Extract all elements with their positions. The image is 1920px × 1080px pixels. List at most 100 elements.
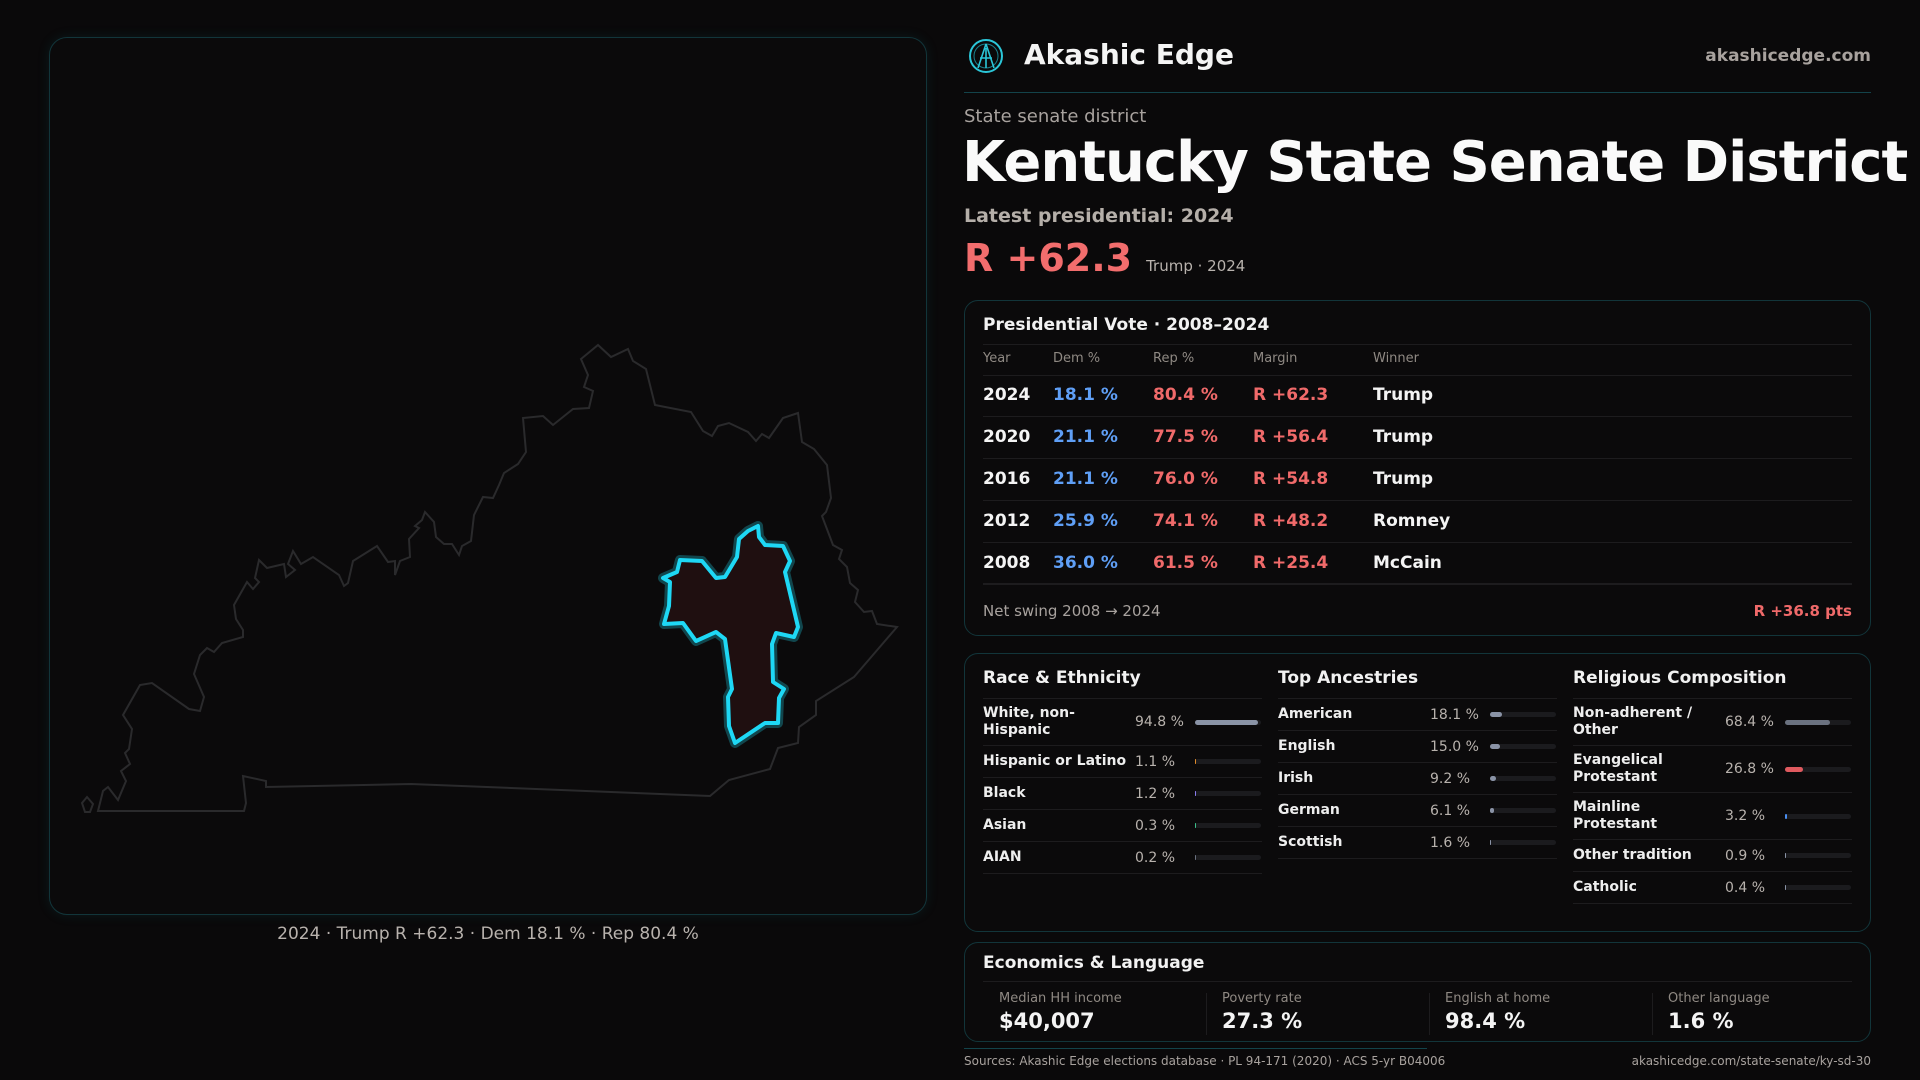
cell-dem-pct: 21.1 % [1053, 469, 1118, 489]
item-bar [1785, 719, 1851, 725]
item-bar [1490, 744, 1556, 749]
list-item: Black 1.2 % [983, 778, 1262, 810]
headline-winner: Trump · 2024 [1146, 257, 1246, 275]
bar-fill [1490, 712, 1502, 717]
column-header: Dem % [1053, 351, 1101, 366]
table-row[interactable]: 2008 36.0 % 61.5 % R +25.4 McCain [965, 553, 1870, 595]
item-name: Mainline Protestant [1573, 799, 1658, 832]
latest-presidential: Latest presidential: 2024 [964, 205, 1234, 227]
cell-margin: R +54.8 [1253, 469, 1329, 489]
item-value: 3.2 % [1725, 808, 1766, 824]
item-value: 15.0 % [1430, 738, 1479, 755]
district-30-shape[interactable] [661, 524, 800, 745]
cell-margin: R +56.4 [1253, 427, 1329, 447]
district-map[interactable] [49, 37, 927, 915]
cell-rep-pct: 80.4 % [1153, 385, 1218, 405]
map-panel[interactable] [49, 37, 927, 915]
site-link[interactable]: akashicedge.com [1705, 46, 1871, 66]
item-bar [1195, 823, 1261, 828]
item-value: 68.4 % [1725, 714, 1774, 730]
table-row[interactable]: 2016 21.1 % 76.0 % R +54.8 Trump [965, 469, 1870, 511]
item-name: Hispanic or Latino [983, 753, 1127, 769]
item-value: 1.6 % [1430, 834, 1471, 851]
panel-title: Presidential Vote · 2008–2024 [983, 315, 1270, 335]
cell-winner: Trump [1373, 385, 1434, 405]
demographics-column: Religious Composition Non-adherent / Othe… [1573, 654, 1852, 931]
item-value: 0.3 % [1135, 817, 1176, 834]
list-item: German 6.1 % [1278, 795, 1557, 827]
divider [1652, 993, 1653, 1035]
demographics-column: Race & Ethnicity White, non-Hispanic 94.8 … [983, 654, 1262, 931]
stat-label: Other language [1668, 991, 1770, 1006]
list-item: Scottish 1.6 % [1278, 827, 1557, 859]
divider [1429, 993, 1430, 1035]
bar-fill [1785, 813, 1788, 819]
stat-label: Median HH income [999, 991, 1122, 1006]
presidential-vote-panel: Presidential Vote · 2008–2024 Year Dem % R… [964, 300, 1871, 636]
net-swing-label: Net swing 2008 → 2024 [983, 602, 1161, 620]
section-title: Race & Ethnicity [983, 668, 1141, 688]
brand-name: Akashic Edge [1024, 38, 1234, 71]
item-bar [1490, 808, 1556, 813]
bar-fill [1490, 840, 1492, 845]
page-url[interactable]: akashicedge.com/state-senate/ky-sd-30 [1631, 1054, 1871, 1068]
demographics-list: Non-adherent / Other 68.4 % Evangelical Pr… [1573, 699, 1852, 904]
item-name: Evangelical Protestant [1573, 752, 1663, 785]
bar-fill [1490, 808, 1495, 813]
demographics-panel: Race & Ethnicity White, non-Hispanic 94.8 … [964, 653, 1871, 932]
column-header: Year [983, 351, 1011, 366]
item-bar [1490, 776, 1556, 781]
demographics-column: Top Ancestries American 18.1 % English 15.0 … [1278, 654, 1557, 931]
page-title: Kentucky State Senate District 30 [962, 130, 1920, 195]
list-item: Other tradition 0.9 % [1573, 840, 1852, 872]
stat-value: 98.4 % [1445, 1009, 1526, 1033]
item-value: 0.9 % [1725, 847, 1766, 864]
item-name: AIAN [983, 849, 1022, 865]
divider [983, 583, 1852, 584]
item-name: Asian [983, 817, 1027, 833]
table-row[interactable]: 2020 21.1 % 77.5 % R +56.4 Trump [965, 427, 1870, 469]
table-row[interactable]: 2012 25.9 % 74.1 % R +48.2 Romney [965, 511, 1870, 553]
table-row[interactable]: 2024 18.1 % 80.4 % R +62.3 Trump [965, 385, 1870, 427]
column-header: Winner [1373, 351, 1420, 366]
item-bar [1785, 853, 1851, 858]
akashic-logo-icon [969, 39, 1003, 73]
item-name: Scottish [1278, 834, 1343, 850]
bar-fill [1195, 855, 1196, 860]
item-value: 0.4 % [1725, 879, 1766, 896]
kentucky-island [80, 795, 95, 813]
item-bar [1195, 759, 1261, 764]
cell-year: 2024 [983, 385, 1031, 405]
item-name: English [1278, 738, 1336, 754]
cell-margin: R +25.4 [1253, 553, 1329, 573]
item-name: Catholic [1573, 879, 1637, 895]
cell-winner: McCain [1373, 553, 1442, 573]
cell-dem-pct: 21.1 % [1053, 427, 1118, 447]
kentucky-outline [96, 343, 899, 812]
sources-text: Sources: Akashic Edge elections database… [964, 1054, 1446, 1068]
bar-fill [1785, 766, 1803, 772]
list-item: Hispanic or Latino 1.1 % [983, 746, 1262, 778]
bar-fill [1490, 776, 1497, 781]
headline-result: R +62.3 Trump · 2024 [964, 236, 1245, 280]
item-value: 94.8 % [1135, 714, 1184, 730]
item-name: German [1278, 802, 1340, 818]
divider [983, 542, 1852, 543]
bar-fill [1785, 719, 1831, 725]
map-caption: 2024 · Trump R +62.3 · Dem 18.1 % · Rep … [277, 924, 699, 944]
column-header: Margin [1253, 351, 1298, 366]
item-value: 0.2 % [1135, 849, 1176, 866]
divider [1206, 993, 1207, 1035]
section-title: Religious Composition [1573, 668, 1787, 688]
list-item: White, non-Hispanic 94.8 % [983, 699, 1262, 746]
list-item: Evangelical Protestant 26.8 % [1573, 746, 1852, 793]
stat-label: English at home [1445, 991, 1551, 1006]
footer-divider [964, 1048, 1427, 1049]
cell-rep-pct: 61.5 % [1153, 553, 1218, 573]
item-name: Irish [1278, 770, 1314, 786]
headline-margin: R +62.3 [964, 236, 1133, 280]
item-value: 1.2 % [1135, 785, 1176, 802]
divider [983, 981, 1852, 982]
item-value: 18.1 % [1430, 706, 1479, 723]
list-item: AIAN 0.2 % [983, 842, 1262, 874]
